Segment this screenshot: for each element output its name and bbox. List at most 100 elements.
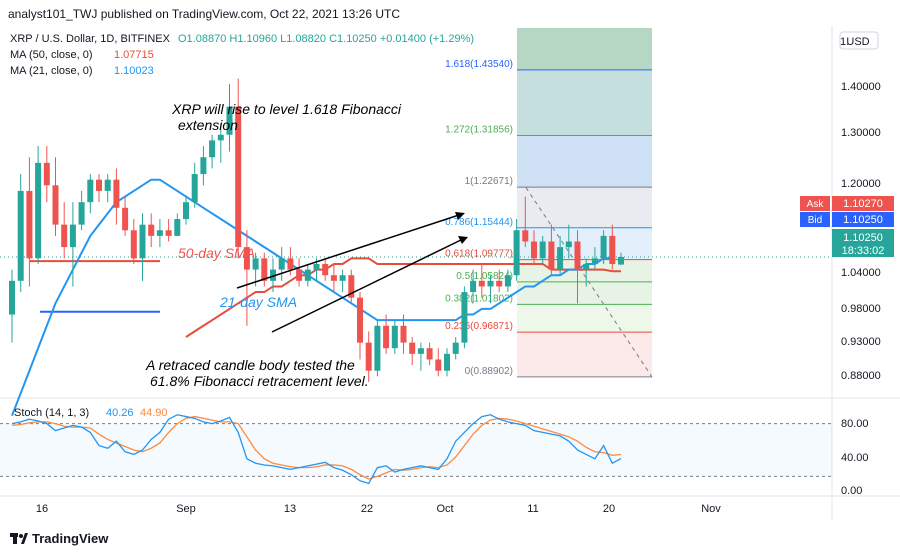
candle-body [122, 207, 129, 231]
tradingview-logo-icon [10, 533, 28, 544]
arrow-upper-head [455, 212, 465, 220]
brand-name: TradingView [32, 531, 109, 546]
annotation-fib-ext-2: extension [178, 117, 238, 133]
price-tick: 1.30000 [841, 127, 881, 139]
publisher-line: analyst101_TWJ published on TradingView.… [8, 7, 400, 21]
candle-body [374, 325, 381, 371]
candle-body [504, 275, 511, 287]
candle-body [426, 348, 433, 360]
stoch-k-value: 40.26 [106, 407, 134, 419]
time-axis[interactable]: 16 Sep 13 22 Oct 11 20 Nov [36, 503, 721, 515]
candles [9, 78, 624, 382]
fib-zone [517, 69, 652, 136]
candle-body [574, 241, 581, 270]
fib-zone [517, 227, 652, 260]
annotation-arrows [236, 212, 468, 333]
candle-body [565, 241, 572, 248]
candle-body [87, 179, 94, 203]
candle-body [278, 258, 285, 270]
candle-body [235, 106, 242, 248]
fibonacci-retracement[interactable]: 1.618(1.43540) 1.272(1.31856) 1(1.22671) 0.… [445, 28, 653, 378]
candle-body [513, 230, 520, 276]
stoch-k-line [11, 414, 622, 485]
candle-body [539, 241, 546, 259]
fib-level-label: 0.236(0.96871) [445, 321, 513, 332]
legend: XRP / U.S. Dollar, 1D, BITFINEX O1.08870… [10, 33, 474, 77]
time-tick: Sep [176, 503, 196, 515]
candle-body [174, 219, 181, 236]
candle-body [348, 275, 355, 298]
candle-body [522, 230, 529, 242]
candle-body [113, 179, 120, 208]
fib-level-label: 1.272(1.31856) [445, 125, 513, 136]
candle-body [417, 348, 424, 354]
fib-zone [517, 28, 652, 70]
price-tick: 1.04000 [841, 267, 881, 279]
fib-level-label: 0.382(1.01802) [445, 293, 513, 304]
ma21-path [11, 178, 613, 417]
candle-body [200, 157, 207, 175]
candle-body [365, 342, 372, 371]
price-top-tick: 1. [840, 36, 849, 48]
bar-countdown: 18:33:02 [842, 245, 885, 257]
annotation-fib-ext-1: XRP will rise to level 1.618 Fibonacci [171, 101, 402, 117]
candle-body [618, 256, 624, 265]
candle-body [487, 280, 494, 287]
stoch-axis: 80.00 40.00 0.00 [841, 418, 869, 497]
candle-body [183, 202, 189, 220]
price-axis[interactable]: USD 1. 1.40000 1.30000 1.20000 1.04000 0… [800, 31, 894, 382]
fib-level-label: 1(1.22671) [465, 176, 513, 187]
price-tick: 0.93000 [841, 336, 881, 348]
ask-badge [800, 196, 830, 211]
time-tick: 11 [527, 503, 538, 515]
annotation-retrace-2: 61.8% Fibonacci retracement level. [150, 373, 369, 389]
arrow-lower-head [458, 236, 468, 244]
bid-badge [800, 212, 830, 227]
candle-body [261, 258, 268, 281]
candle-body [609, 235, 616, 264]
candle-body [165, 230, 172, 236]
annotation-sma50: 50-day SMA [178, 245, 255, 261]
legend-ohlc: O1.08870 H1.10960 L1.08820 C1.10250 +0.0… [178, 33, 474, 45]
candle-body [17, 190, 24, 281]
last-price-badge [832, 229, 894, 257]
stoch-d-line [11, 415, 622, 480]
candle-body [252, 258, 259, 270]
fib-zone [517, 135, 652, 188]
legend-ma21-value: 1.10023 [114, 65, 154, 77]
ma21-line [11, 178, 613, 417]
candle-body [383, 325, 390, 349]
candle-body [130, 230, 137, 259]
stochastic-panel [0, 414, 832, 485]
stoch-legend: Stoch (14, 1, 3) 40.26 44.90 [14, 407, 168, 419]
candle-body [600, 235, 607, 259]
candle-body [531, 241, 537, 259]
fib-level-label: 0.618(1.09777) [445, 249, 513, 260]
chart-area[interactable]: 1.618(1.43540) 1.272(1.31856) 1(1.22671) 0.… [0, 26, 900, 521]
price-chart[interactable]: 1.618(1.43540) 1.272(1.31856) 1(1.22671) 0.… [0, 26, 900, 521]
price-tick: 0.98000 [841, 303, 881, 315]
candle-body [548, 241, 555, 270]
candle-body [400, 325, 407, 343]
annotation-sma21: 21-day SMA [219, 294, 297, 310]
candle-body [583, 263, 590, 270]
annotation-retrace-1: A retraced candle body tested the [145, 357, 355, 373]
ask-price-badge [832, 196, 894, 211]
candle-body [209, 140, 216, 158]
stoch-tick: 0.00 [841, 485, 862, 497]
bid-value: 1.10250 [843, 214, 883, 226]
candle-body [444, 353, 450, 371]
stoch-label: Stoch (14, 1, 3) [14, 407, 89, 419]
candle-body [243, 247, 250, 270]
bid-label: Bid [808, 215, 822, 226]
time-tick: 13 [284, 503, 296, 515]
fib-level-label: 0(0.88902) [465, 366, 513, 377]
time-tick: Oct [436, 503, 453, 515]
candle-body [139, 224, 146, 259]
candle-body [591, 258, 598, 264]
arrow-lower [271, 237, 466, 333]
legend-ma50-label: MA (50, close, 0) [10, 49, 93, 61]
candle-body [148, 224, 155, 236]
price-tick: 1.40000 [841, 81, 881, 93]
candle-body [61, 224, 68, 248]
